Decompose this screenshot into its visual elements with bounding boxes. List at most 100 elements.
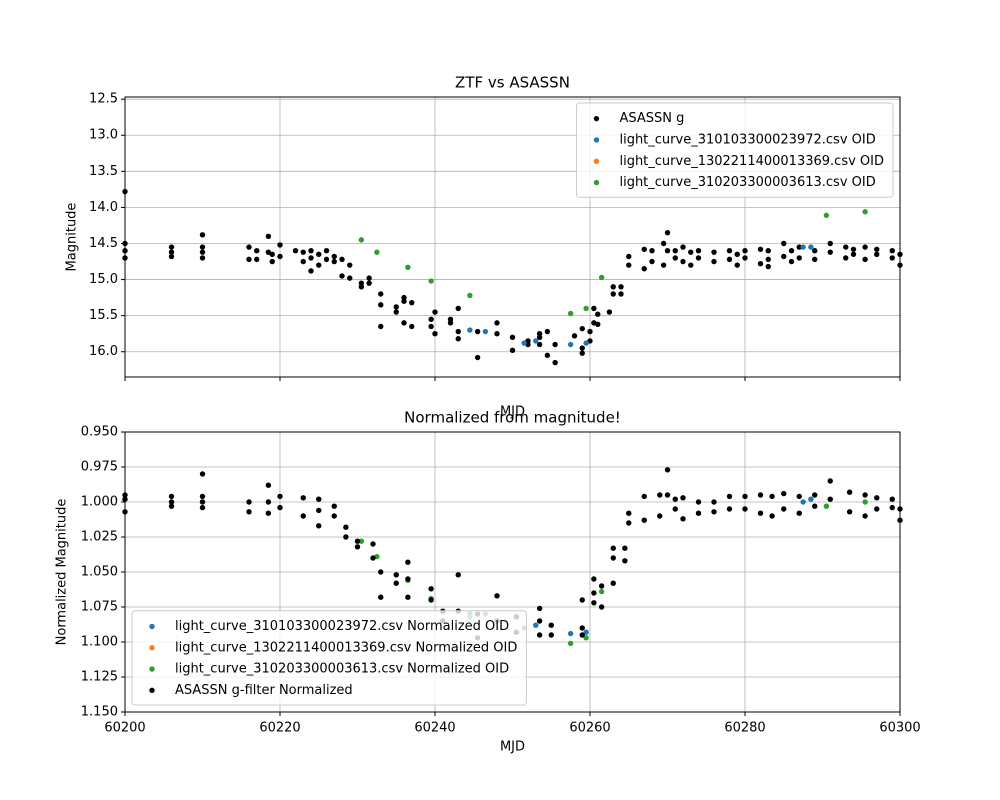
point [579, 325, 585, 332]
point [757, 492, 764, 498]
point [567, 630, 574, 637]
point [649, 248, 655, 254]
point [711, 258, 717, 265]
point [246, 256, 252, 263]
point [610, 545, 616, 551]
point [843, 255, 849, 261]
point [405, 559, 411, 565]
legend-frame [575, 102, 894, 198]
point [598, 604, 605, 610]
point [567, 341, 574, 348]
legend-marker [149, 623, 155, 630]
y-tick-label: 14.0 [89, 200, 118, 215]
point [626, 253, 632, 260]
point [595, 321, 601, 328]
y-tick-label: 14.5 [89, 236, 118, 251]
point [812, 492, 818, 498]
point [579, 350, 585, 356]
point [168, 503, 175, 509]
point [277, 242, 283, 248]
point [583, 340, 589, 346]
point [467, 292, 473, 299]
point [474, 354, 481, 361]
point [265, 510, 272, 516]
point [587, 328, 593, 335]
point [796, 244, 802, 250]
point [812, 256, 818, 263]
point [734, 251, 740, 258]
x-tick-label: 60200 [104, 721, 145, 736]
point [378, 291, 384, 297]
point [827, 240, 833, 247]
y-tick-label: 1.050 [81, 565, 118, 580]
point [358, 284, 365, 290]
point [536, 341, 543, 348]
point [168, 493, 175, 500]
axes-frame [124, 96, 901, 378]
point [300, 258, 306, 265]
point [641, 246, 647, 252]
point [579, 632, 585, 638]
point [781, 490, 787, 497]
point [672, 255, 678, 261]
x-tick-label: 60240 [414, 721, 455, 736]
point [536, 605, 543, 612]
x-tick-label: 60220 [259, 721, 300, 736]
point [680, 495, 686, 501]
point [343, 524, 349, 530]
point [199, 493, 206, 500]
point [428, 278, 434, 284]
point [796, 255, 802, 261]
point [583, 635, 589, 641]
point [591, 600, 597, 606]
point [660, 240, 667, 247]
point [889, 248, 895, 254]
point [533, 338, 539, 344]
point [827, 249, 833, 255]
point [672, 506, 678, 512]
point [316, 496, 322, 502]
point [680, 516, 686, 522]
point [579, 345, 585, 351]
point [323, 256, 330, 263]
point [393, 572, 399, 578]
point [626, 510, 632, 516]
y-axis-label: Magnitude [65, 203, 80, 272]
point [595, 311, 601, 317]
point [409, 299, 415, 306]
point [579, 597, 585, 603]
point [680, 244, 686, 250]
y-tick-label: 0.975 [81, 460, 118, 475]
point [862, 513, 868, 519]
point [331, 513, 337, 519]
legend-marker [593, 179, 600, 186]
point [649, 258, 655, 265]
point [494, 593, 500, 599]
point [874, 246, 880, 252]
point [769, 513, 775, 519]
x-tick-label: 60300 [879, 721, 920, 736]
point [571, 333, 578, 339]
point [827, 496, 833, 502]
point [726, 248, 733, 254]
point [641, 517, 647, 523]
y-tick-label: 1.150 [81, 705, 118, 720]
point [850, 251, 857, 258]
point [378, 323, 384, 330]
point [889, 496, 895, 502]
point [850, 246, 857, 252]
axes: 0.950 0.975 1.000 1.025 1.050 1.075 1.100 1.125… [55, 409, 921, 755]
point [598, 583, 605, 589]
point [808, 496, 814, 502]
point [641, 493, 647, 500]
y-tick-label: 15.0 [89, 272, 118, 287]
point [846, 489, 853, 495]
point [331, 258, 337, 265]
axes: 12.5 13.0 13.5 14.0 14.5 15.0 15.5 16.0 ZTF vs A… [65, 74, 903, 420]
point [316, 251, 322, 258]
point [316, 523, 322, 529]
point [626, 262, 632, 268]
point [552, 359, 558, 366]
point [277, 493, 283, 500]
point [711, 499, 717, 505]
